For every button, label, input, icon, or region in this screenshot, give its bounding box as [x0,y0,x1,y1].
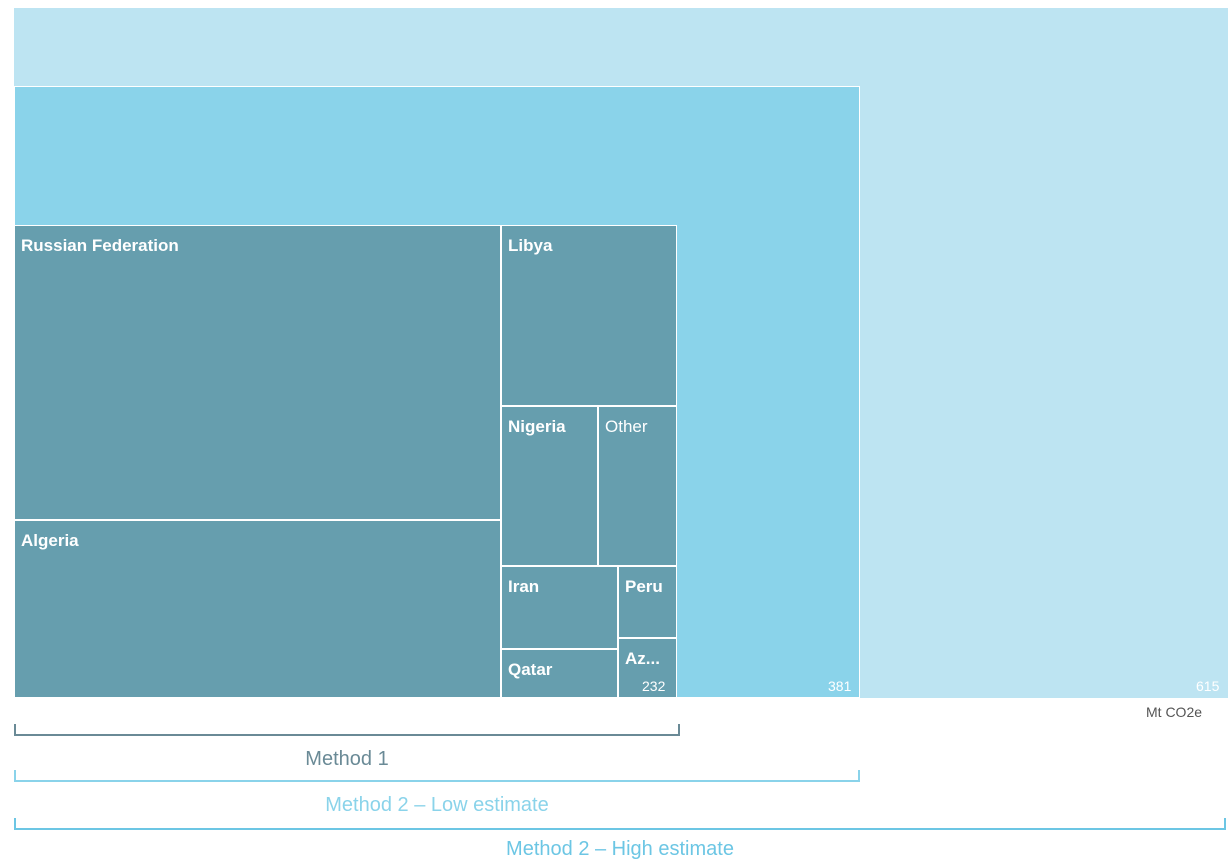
treemap-cell-label: Az... [625,649,660,668]
treemap-cell-other: Other [598,406,677,566]
treemap-cell-label: Libya [508,236,553,255]
method1-bracket [14,724,680,736]
method2-low-bracket [14,770,860,782]
total-method2-high: 615 [1196,678,1220,694]
treemap-cell-russian-federation: Russian Federation [14,225,501,520]
total-method1: 232 [642,678,666,694]
treemap-cell-qatar: Qatar [501,649,618,698]
treemap-cell-libya: Libya [501,225,677,406]
treemap-cell-algeria: Algeria [14,520,501,698]
method2-high-bracket [14,818,1226,830]
treemap-cell-az: Az... [618,638,677,698]
total-method2-low: 381 [828,678,852,694]
treemap-cell-label: Russian Federation [21,236,179,255]
method1-label: Method 1 [305,748,389,770]
unit-label: Mt CO2e [1146,704,1203,720]
treemap-cell-peru: Peru [618,566,677,638]
method2-high-label: Method 2 – High estimate [506,838,734,860]
treemap-cell-nigeria: Nigeria [501,406,598,566]
treemap-cell-label: Peru [625,577,663,596]
treemap-cell-label: Algeria [21,531,79,550]
treemap-cell-label: Iran [508,577,540,596]
treemap-cell-label: Nigeria [508,417,566,436]
treemap-cell-label: Qatar [508,660,553,679]
treemap-cell-iran: Iran [501,566,618,649]
treemap-cell-label: Other [605,417,648,436]
method2-low-label: Method 2 – Low estimate [325,794,549,816]
